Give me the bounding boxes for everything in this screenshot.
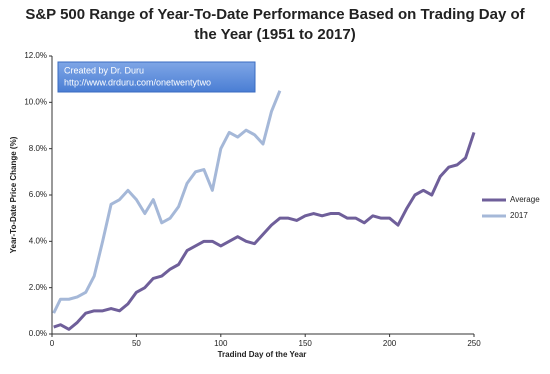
chart-title: S&P 500 Range of Year-To-Date Performanc…	[25, 6, 525, 43]
y-tick-label: 8.0%	[29, 144, 47, 153]
x-tick-label: 250	[467, 339, 481, 348]
y-tick-label: 6.0%	[29, 190, 47, 199]
y-tick-label: 2.0%	[29, 283, 47, 292]
annotation: Created by Dr. Duru	[64, 65, 144, 75]
line	[53, 131, 476, 331]
x-tick-label: 50	[132, 339, 141, 348]
legend-label: Average	[510, 195, 540, 204]
y-tick-label: 10.0%	[24, 97, 47, 106]
legend-label: 2017	[510, 211, 528, 220]
annotation: http://www.drduru.com/onetwentytwo	[64, 77, 211, 87]
y-tick-label: 12.0%	[24, 51, 47, 60]
y-axis-label: Year-To-Date Price Change (%)	[9, 136, 18, 253]
x-tick-label: 100	[214, 339, 228, 348]
x-tick-label: 0	[50, 339, 55, 348]
x-tick-label: 150	[299, 339, 313, 348]
y-tick-label: 0.0%	[29, 329, 47, 338]
y-tick-label: 4.0%	[29, 236, 47, 245]
x-tick-label: 200	[383, 339, 397, 348]
x-axis-label: Tradind Day of the Year	[218, 350, 307, 359]
annotation-box	[57, 61, 256, 93]
line	[52, 90, 282, 314]
